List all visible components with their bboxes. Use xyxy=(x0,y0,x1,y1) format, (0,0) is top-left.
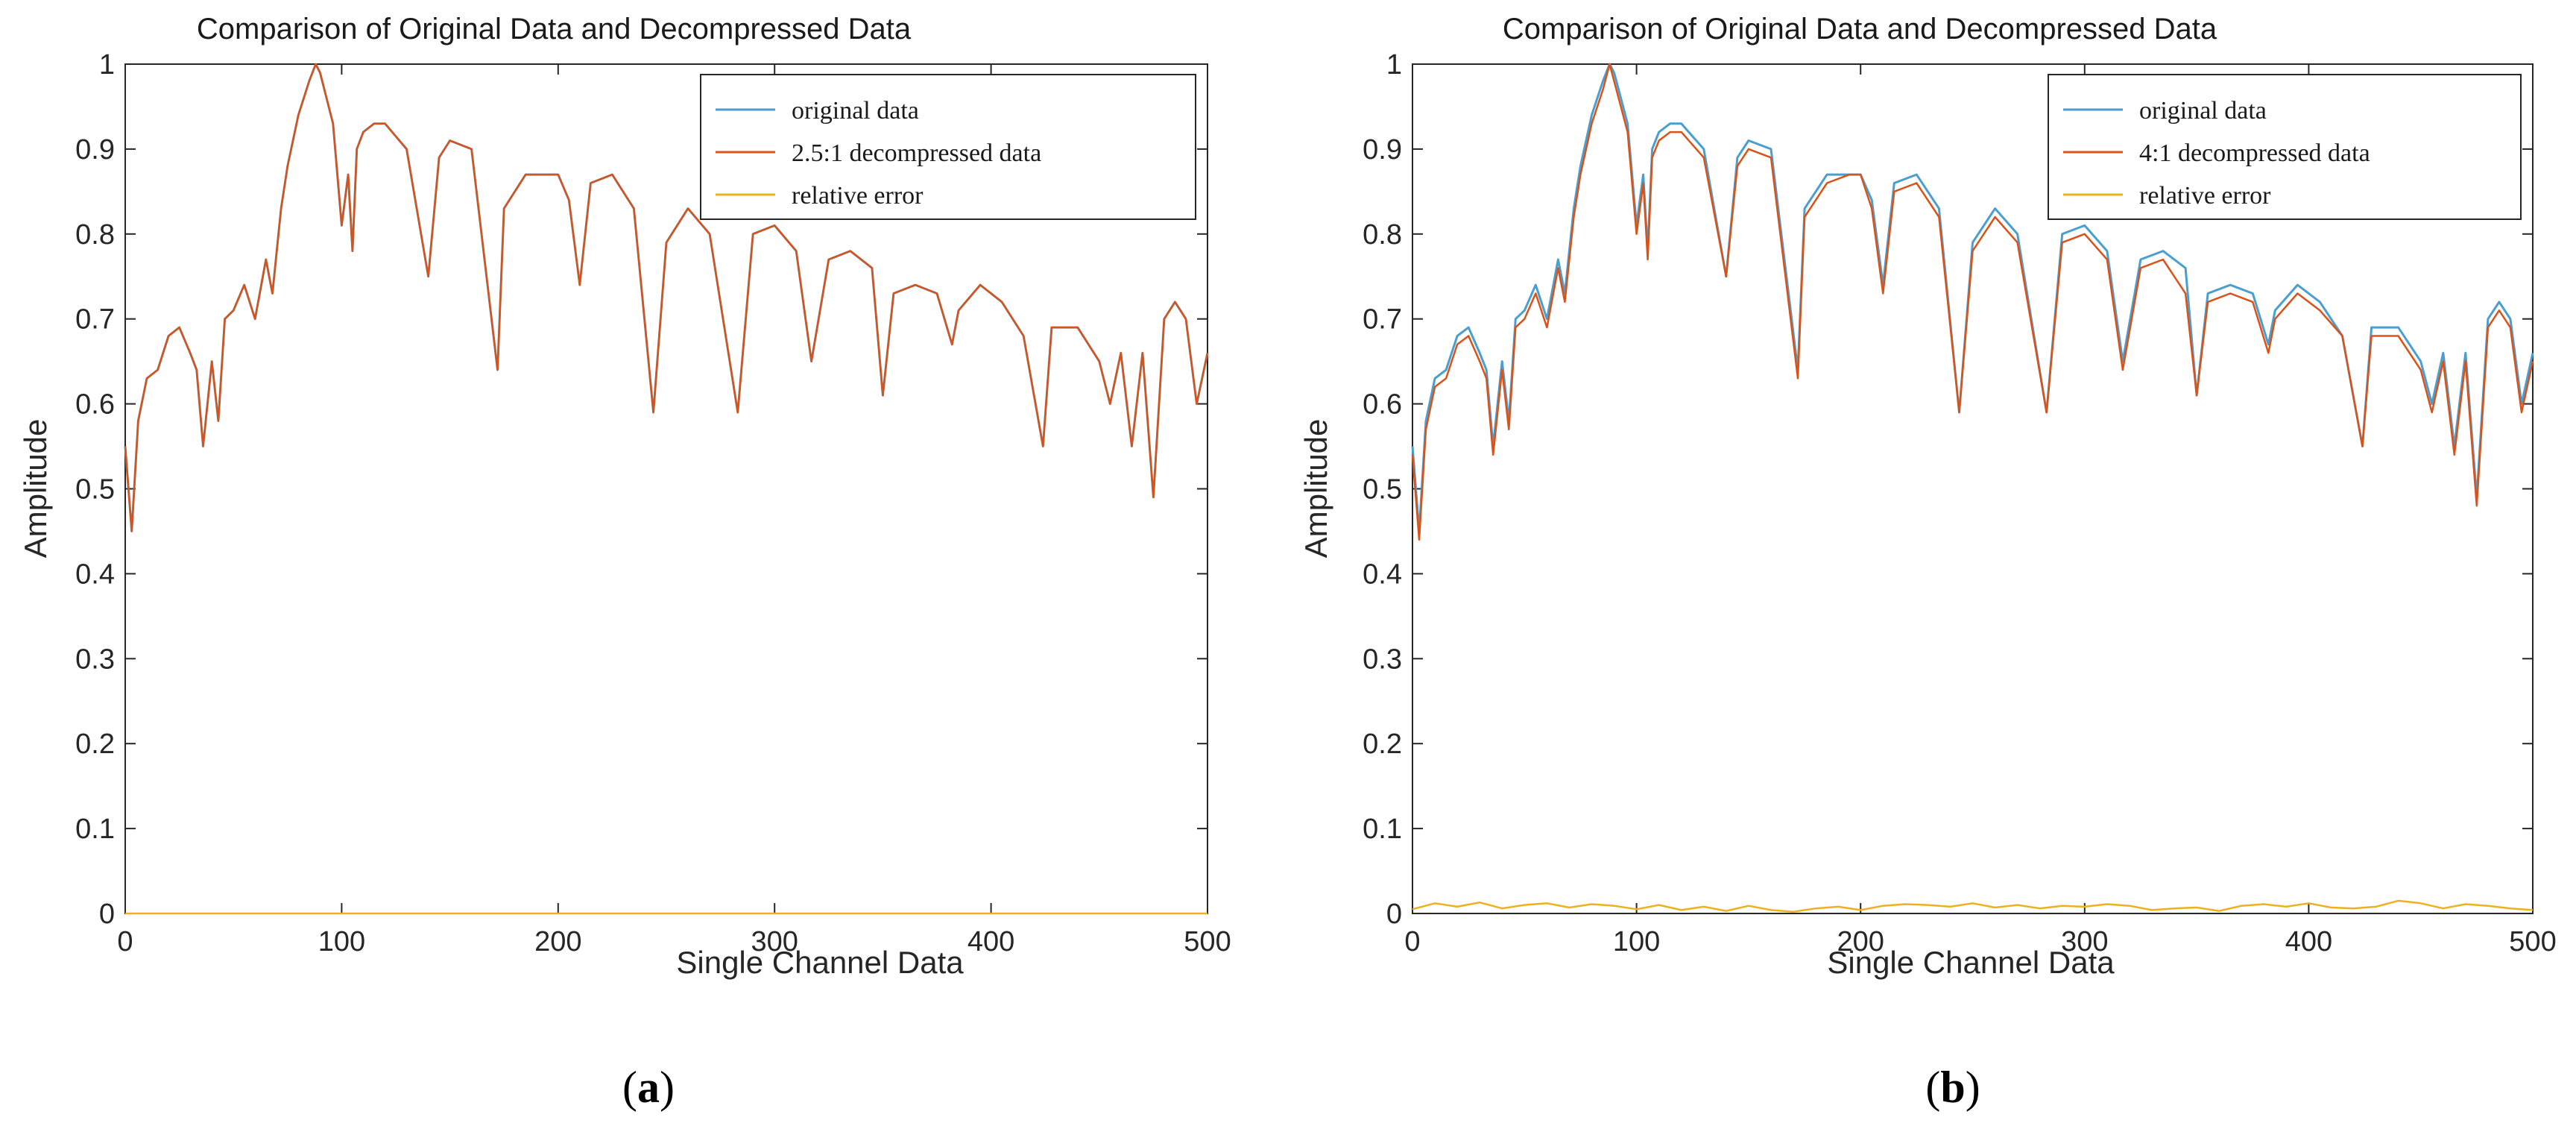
y-tick-label: 0.2 xyxy=(75,729,115,760)
x-axis-ticks-a: 0 100 200 300 400 500 xyxy=(117,64,1231,957)
y-tick-label: 0 xyxy=(1386,899,1402,930)
x-axis-label-a: Single Channel Data xyxy=(676,945,964,980)
x-tick-label: 400 xyxy=(2285,926,2332,957)
y-tick-label: 0.3 xyxy=(75,644,115,675)
x-tick-label: 200 xyxy=(534,926,581,957)
x-tick-label: 100 xyxy=(318,926,365,957)
caption-a: (a) xyxy=(622,1063,675,1112)
y-tick-label: 0.3 xyxy=(1363,644,1402,675)
series-group-a xyxy=(124,63,1209,915)
legend-label-original-b: original data xyxy=(2139,97,2267,125)
y-axis-label-b: Amplitude xyxy=(1298,419,1333,559)
y-tick-label: 0.8 xyxy=(75,219,115,251)
x-tick-label: 0 xyxy=(1404,926,1420,957)
y-tick-label: 0.1 xyxy=(75,814,115,845)
y-tick-label: 0.9 xyxy=(1363,134,1402,166)
chart-title-b: Comparison of Original Data and Decompre… xyxy=(1503,13,2217,45)
y-tick-label: 0.1 xyxy=(1363,814,1402,845)
chart-title-a: Comparison of Original Data and Decompre… xyxy=(197,13,912,45)
legend-label-error-a: relative error xyxy=(792,182,924,210)
y-tick-label: 0.6 xyxy=(1363,389,1402,421)
y-tick-label: 0.7 xyxy=(75,304,115,336)
y-tick-label: 0.5 xyxy=(75,474,115,506)
legend-label-original-a: original data xyxy=(792,97,919,125)
x-tick-label: 500 xyxy=(2509,926,2556,957)
y-axis-label-a: Amplitude xyxy=(18,419,53,559)
series-line-2-5-1-decompressed-data xyxy=(124,63,1209,532)
x-tick-label: 0 xyxy=(117,926,133,957)
legend-a: original data 2.5:1 decompressed data re… xyxy=(700,74,1196,220)
y-tick-label: 0 xyxy=(99,899,115,930)
y-axis-ticks-b: 0 0.1 0.2 0.3 0.4 0.5 0.6 0.7 0.8 0.9 1 xyxy=(1363,49,2533,930)
caption-b: (b) xyxy=(1925,1063,1980,1112)
y-tick-label: 1 xyxy=(1386,49,1402,81)
y-tick-label: 0.7 xyxy=(1363,304,1402,336)
y-tick-label: 0.2 xyxy=(1363,729,1402,760)
x-axis-ticks-b: 0 100 200 300 400 500 xyxy=(1404,64,2557,957)
x-tick-label: 300 xyxy=(751,926,798,957)
y-tick-label: 0.4 xyxy=(75,559,115,590)
y-tick-label: 1 xyxy=(99,49,115,81)
legend-b: original data 4:1 decompressed data rela… xyxy=(2048,74,2522,220)
x-tick-label: 300 xyxy=(2061,926,2108,957)
y-tick-label: 0.6 xyxy=(75,389,115,421)
y-tick-label: 0.9 xyxy=(75,134,115,166)
chart-panel-b: Comparison of Original Data and Decompre… xyxy=(1298,13,2557,1112)
x-tick-label: 200 xyxy=(1837,926,1884,957)
chart-panel-a: Comparison of Original Data and Decompre… xyxy=(18,13,1231,1112)
x-tick-label: 500 xyxy=(1184,926,1231,957)
x-axis-label-b: Single Channel Data xyxy=(1827,945,2115,980)
y-tick-label: 0.5 xyxy=(1363,474,1402,506)
legend-label-decompressed-a: 2.5:1 decompressed data xyxy=(792,139,1041,167)
y-axis-ticks-a: 0 0.1 0.2 0.3 0.4 0.5 0.6 0.7 0.8 0.9 1 xyxy=(75,49,1208,930)
legend-box-b xyxy=(2048,74,2522,220)
legend-label-error-b: relative error xyxy=(2139,182,2271,210)
series-group-b xyxy=(1411,63,2534,913)
x-tick-label: 400 xyxy=(967,926,1014,957)
y-tick-label: 0.4 xyxy=(1363,559,1402,590)
series-line-relative-error xyxy=(1412,899,2534,913)
legend-label-decompressed-b: 4:1 decompressed data xyxy=(2139,139,2370,167)
y-tick-label: 0.8 xyxy=(1363,219,1402,251)
legend-box-a xyxy=(700,74,1196,220)
series-line-4-1-decompressed-data xyxy=(1411,63,2534,541)
x-tick-label: 100 xyxy=(1613,926,1660,957)
